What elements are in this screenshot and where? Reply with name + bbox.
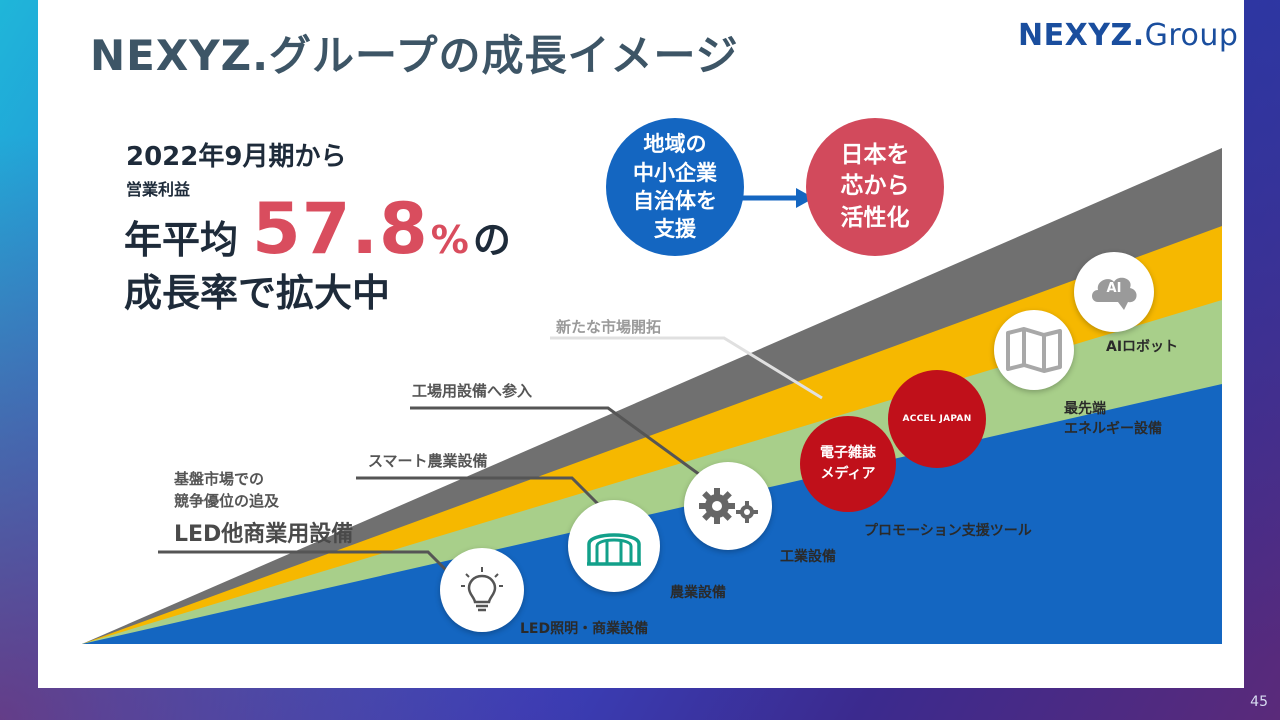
page-title: NEXYZ.グループの成長イメージ	[90, 31, 739, 80]
label-led-lighting: LED照明・商業設備	[520, 621, 649, 637]
label-cutting-edge-1: 最先端	[1064, 401, 1106, 417]
gears-icon	[699, 488, 758, 524]
logo-dot: .	[1132, 18, 1145, 53]
accel-japan-circle: ACCEL JAPAN	[888, 370, 986, 468]
revitalize-circle-text: 日本を 芯から 活性化	[840, 142, 910, 231]
slide: NEXYZ.グループの成長イメージ NEXYZ.Group 2022年9月期から…	[38, 0, 1244, 688]
e-magazine-circle: 電子雑誌 メディア	[800, 416, 896, 512]
ai-brain-icon: AI	[1088, 272, 1140, 312]
label-promotion-tool: プロモーション支援ツール	[864, 523, 1032, 539]
period-text: 2022年9月期から	[126, 142, 347, 172]
label-ai-robot: AIロボット	[1106, 339, 1179, 355]
greenhouse-icon	[587, 533, 641, 566]
label-base-market-2: 競争優位の追及	[174, 492, 280, 510]
growth-headline-line2: 成長率で拡大中	[124, 271, 391, 315]
logo-sub: Group	[1144, 18, 1239, 53]
label-agri-equipment: 農業設備	[670, 585, 726, 601]
magazine-line-2: メディア	[820, 466, 876, 482]
ai-icon-text: AI	[1106, 281, 1122, 296]
label-industrial-equipment: 工業設備	[780, 549, 836, 565]
metric-label: 営業利益	[126, 180, 191, 199]
callout-line-smart-agri	[356, 476, 606, 512]
label-smart-agri: スマート農業設備	[368, 452, 488, 470]
greenhouse-circle	[568, 500, 660, 592]
label-cutting-edge-2: エネルギー設備	[1064, 421, 1162, 437]
map-circle	[994, 310, 1074, 390]
growth-value: 57.8	[252, 188, 429, 270]
label-base-market-1: 基盤市場での	[174, 470, 265, 488]
accel-japan-logo: ACCEL JAPAN	[902, 414, 972, 424]
growth-prefix: 年平均	[124, 218, 239, 262]
growth-headline: 年平均 57.8 % の	[124, 188, 511, 270]
revitalize-circle: 日本を 芯から 活性化	[806, 118, 944, 256]
gears-circle	[684, 462, 772, 550]
growth-unit: %	[430, 218, 469, 262]
company-logo: NEXYZ.Group	[1018, 18, 1238, 53]
light-bulb-icon	[461, 567, 503, 612]
growth-suffix: の	[472, 218, 511, 262]
support-circle-text: 地域の 中小企業 自治体を 支援	[633, 132, 717, 242]
label-new-market: 新たな市場開拓	[556, 318, 662, 336]
callout-line-new-market	[550, 336, 823, 400]
support-circle: 地域の 中小企業 自治体を 支援	[606, 118, 744, 256]
callout-line-industrial	[410, 406, 719, 490]
ai-circle: AI	[1074, 252, 1154, 332]
callout-line-led	[158, 550, 450, 574]
logo-main: NEXYZ	[1018, 18, 1133, 53]
page-number: 45	[1250, 694, 1268, 710]
label-industrial-entry: 工場用設備へ参入	[412, 382, 533, 400]
magazine-line-1: 電子雑誌	[820, 445, 876, 461]
arrow-right-icon	[736, 188, 814, 208]
folded-map-icon	[1006, 327, 1062, 373]
label-led-commercial: LED他商業用設備	[174, 522, 354, 547]
led-bulb-circle	[440, 548, 524, 632]
